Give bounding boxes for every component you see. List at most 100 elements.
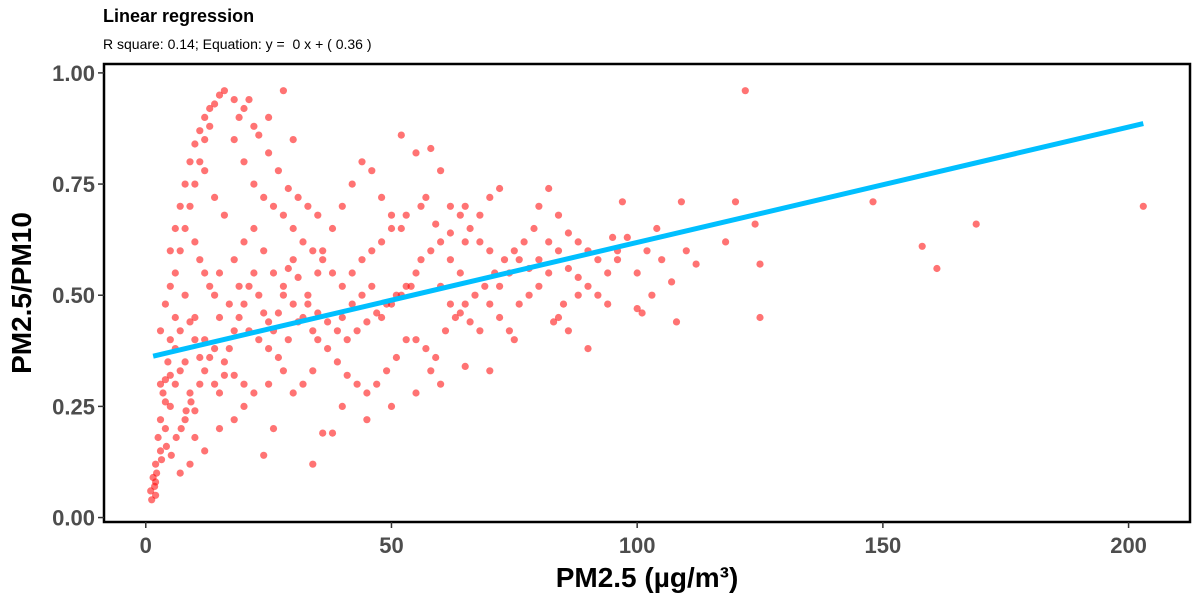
data-point	[446, 300, 454, 308]
data-point	[162, 442, 170, 450]
data-point	[461, 238, 469, 246]
data-point	[338, 282, 346, 290]
data-point	[427, 144, 435, 153]
data-point	[515, 256, 523, 264]
data-point	[633, 269, 641, 277]
data-point	[387, 402, 396, 410]
data-point	[255, 291, 263, 299]
data-point	[918, 242, 926, 250]
data-point	[461, 300, 469, 308]
data-point	[240, 380, 248, 388]
data-point	[574, 291, 582, 299]
data-point	[692, 260, 700, 268]
y-tick-label: 0.50	[52, 283, 95, 308]
data-point	[618, 198, 627, 206]
data-point	[520, 238, 528, 246]
data-point	[176, 367, 184, 375]
data-point	[682, 247, 690, 255]
data-point	[530, 224, 538, 233]
data-point	[348, 269, 356, 277]
data-point	[156, 327, 165, 335]
data-point	[486, 193, 494, 201]
regression-line	[152, 121, 1144, 359]
data-point	[196, 158, 204, 166]
data-point	[230, 96, 238, 104]
chart-subtitle: R square: 0.14; Equation: y = 0 x + ( 0.…	[103, 36, 372, 52]
data-point	[338, 402, 346, 410]
data-point	[215, 313, 224, 322]
data-point	[260, 247, 268, 255]
data-point	[304, 202, 312, 210]
data-point	[613, 256, 622, 264]
data-point	[177, 425, 185, 433]
data-point	[196, 256, 204, 264]
data-point	[363, 416, 371, 424]
data-point	[392, 353, 400, 362]
data-point	[196, 353, 204, 362]
data-point	[196, 127, 204, 135]
data-point	[476, 238, 484, 246]
data-point	[496, 184, 504, 193]
data-point	[412, 336, 420, 344]
data-point	[206, 122, 214, 130]
data-point	[279, 291, 287, 299]
data-point	[402, 211, 410, 219]
data-point	[176, 247, 184, 255]
data-point	[338, 202, 346, 210]
data-point	[235, 313, 243, 322]
data-point	[510, 336, 518, 344]
data-point	[319, 429, 327, 437]
data-point	[446, 256, 454, 264]
data-point	[240, 300, 248, 308]
data-point	[161, 398, 169, 406]
data-point	[299, 380, 307, 388]
data-point	[171, 269, 179, 277]
data-point	[358, 158, 366, 166]
data-point	[304, 291, 312, 299]
data-point	[525, 291, 533, 299]
data-point	[343, 371, 351, 379]
data-point	[250, 122, 258, 130]
data-point	[604, 300, 612, 308]
data-point	[412, 269, 420, 277]
data-point	[191, 140, 199, 148]
data-point	[348, 300, 356, 308]
data-point	[319, 256, 327, 264]
data-point	[378, 238, 386, 246]
data-point	[564, 327, 573, 335]
data-point	[756, 260, 764, 268]
data-point	[417, 256, 425, 264]
data-point	[461, 362, 469, 370]
data-point	[240, 238, 248, 246]
data-point	[250, 180, 258, 188]
data-point	[156, 447, 165, 455]
data-point	[545, 184, 553, 193]
data-point	[157, 456, 166, 464]
data-point	[274, 353, 282, 362]
data-point	[343, 336, 351, 344]
data-point	[451, 313, 459, 322]
data-point	[461, 202, 469, 210]
data-point	[554, 247, 563, 255]
data-point	[225, 345, 233, 353]
data-point	[314, 336, 322, 344]
x-tick-label: 100	[619, 533, 656, 558]
data-point	[441, 327, 450, 335]
data-point	[186, 318, 194, 326]
data-point	[284, 184, 292, 193]
data-point	[309, 247, 317, 255]
data-point	[309, 460, 317, 468]
data-point	[437, 238, 445, 246]
data-point	[972, 220, 980, 228]
data-point	[358, 291, 366, 299]
data-point	[584, 345, 592, 353]
data-point	[201, 167, 209, 175]
data-point	[255, 336, 263, 344]
data-point	[265, 318, 273, 326]
data-point	[383, 367, 391, 375]
data-point	[186, 202, 194, 210]
data-point	[432, 353, 440, 362]
data-point	[658, 256, 666, 264]
data-point	[164, 358, 172, 366]
data-point	[235, 113, 243, 121]
